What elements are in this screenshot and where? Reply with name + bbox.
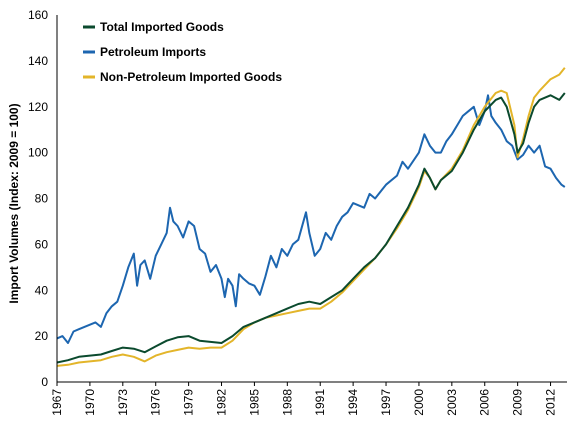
y-tick-label: 20: [35, 329, 49, 343]
x-tick-label: 2009: [511, 389, 525, 416]
series-line-total-imported-goods: [56, 92, 566, 364]
x-tick-label: 1976: [149, 389, 163, 416]
x-tick-label: 2003: [445, 389, 459, 416]
x-tick-labels: 1967 1970 1973 1976 1979 1982 1985 1988 1991 1994…: [50, 382, 558, 416]
y-tick-label: 40: [35, 283, 49, 297]
legend: Total Imported Goods Petroleum Imports Non…: [83, 20, 282, 84]
x-tick-label: 1997: [379, 389, 393, 416]
x-tick-label: 2006: [478, 389, 492, 416]
y-tick-label: 160: [28, 8, 48, 22]
y-tick-label: 0: [41, 375, 48, 389]
x-tick-label: 1985: [247, 389, 261, 416]
y-tick-label: 120: [28, 100, 48, 114]
y-tick-label: 60: [35, 237, 49, 251]
x-tick-label: 1967: [50, 389, 64, 416]
series-layer: [56, 67, 566, 367]
x-tick-label: 1970: [83, 389, 97, 416]
series-line-petroleum-imports: [56, 94, 566, 344]
axes-layer: [56, 15, 567, 383]
x-tick-label: 1991: [313, 389, 327, 416]
legend-label: Total Imported Goods: [100, 20, 224, 34]
x-tick-label: 2000: [412, 389, 426, 416]
series-line-non-petroleum-imported-goods: [56, 67, 566, 367]
x-tick-label: 1994: [346, 389, 360, 416]
legend-label: Non-Petroleum Imported Goods: [100, 70, 282, 84]
y-axis-label: Import Volumes (Index: 2009 = 100): [7, 103, 21, 303]
y-tick-label: 100: [28, 146, 48, 160]
y-tick-labels: 0 20 40 60 80 100 120 140 160: [28, 8, 48, 389]
y-tick-label: 140: [28, 54, 48, 68]
x-tick-label: 1982: [215, 389, 229, 416]
x-tick-label: 1979: [182, 389, 196, 416]
x-tick-label: 2012: [544, 389, 558, 416]
legend-label: Petroleum Imports: [100, 45, 206, 59]
x-tick-label: 1988: [280, 389, 294, 416]
x-tick-label: 1973: [116, 389, 130, 416]
y-tick-label: 80: [35, 192, 49, 206]
